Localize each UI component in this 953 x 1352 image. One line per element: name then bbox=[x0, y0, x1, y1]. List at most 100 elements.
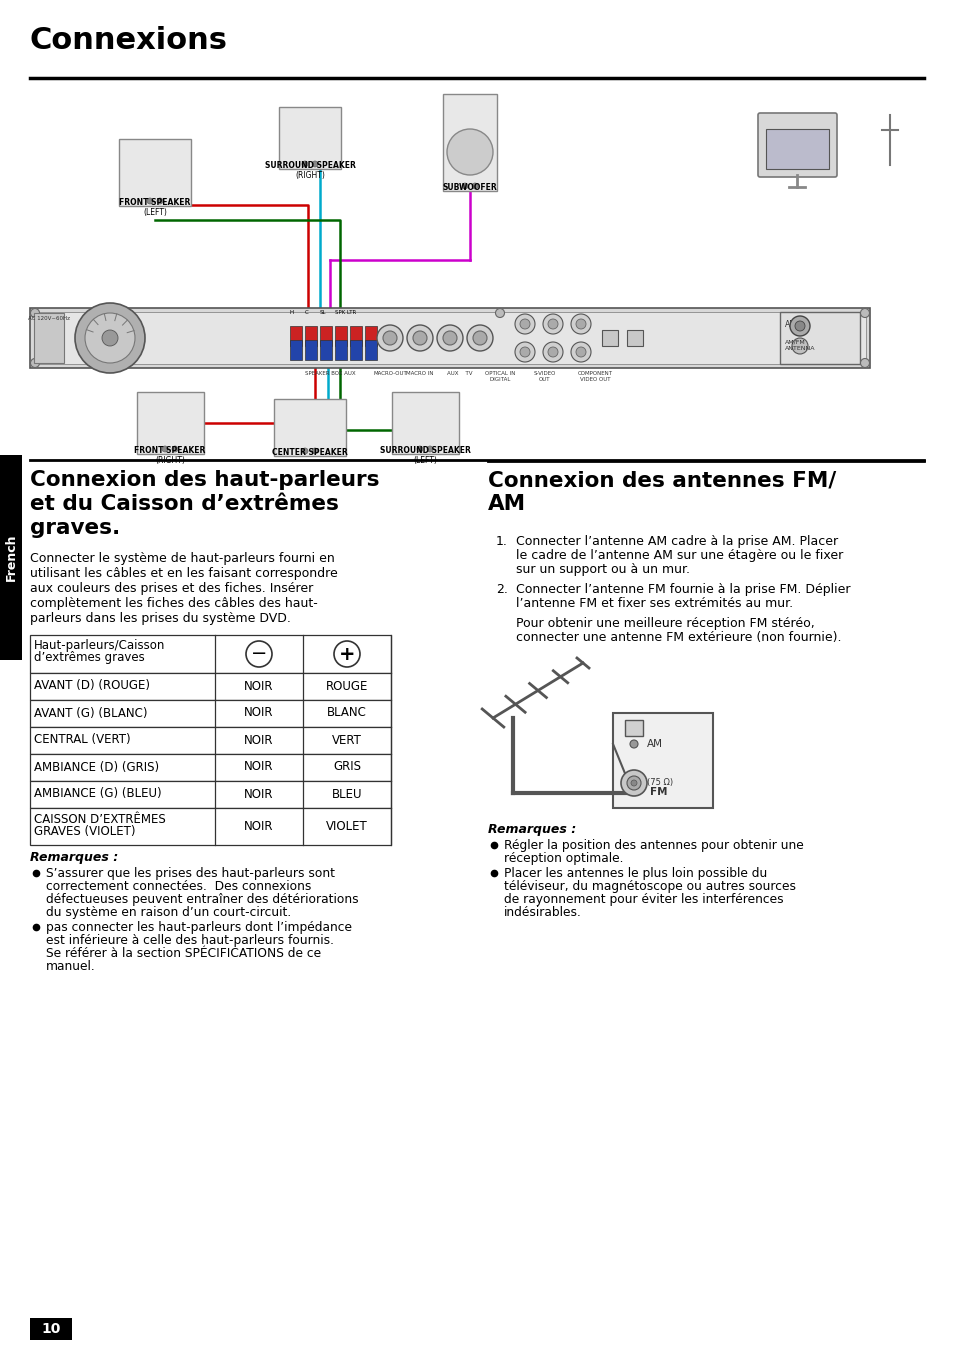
Text: S’assurer que les prises des haut-parleurs sont: S’assurer que les prises des haut-parleu… bbox=[46, 867, 335, 880]
Text: BLANC: BLANC bbox=[327, 707, 367, 719]
Text: Placer les antennes le plus loin possible du: Placer les antennes le plus loin possibl… bbox=[503, 867, 766, 880]
Bar bbox=[30, 308, 869, 368]
Text: pas connecter les haut-parleurs dont l’impédance: pas connecter les haut-parleurs dont l’i… bbox=[46, 921, 352, 934]
Circle shape bbox=[620, 771, 646, 796]
Text: +: + bbox=[338, 645, 355, 664]
Circle shape bbox=[102, 330, 118, 346]
Text: ROUGE: ROUGE bbox=[326, 680, 368, 692]
Text: (RIGHT): (RIGHT) bbox=[294, 170, 325, 180]
Text: l’antenne FM et fixer ses extrémités au mur.: l’antenne FM et fixer ses extrémités au … bbox=[516, 598, 792, 610]
Text: connecter une antenne FM extérieure (non fournie).: connecter une antenne FM extérieure (non… bbox=[516, 631, 841, 644]
Bar bbox=[780, 312, 859, 364]
Text: 1.: 1. bbox=[496, 535, 507, 548]
Circle shape bbox=[312, 448, 317, 454]
Circle shape bbox=[447, 128, 493, 174]
Bar bbox=[305, 339, 316, 360]
Bar bbox=[319, 326, 332, 346]
Text: du système en raison d’un court-circuit.: du système en raison d’un court-circuit. bbox=[46, 906, 291, 919]
FancyBboxPatch shape bbox=[278, 107, 340, 169]
Text: NOIR: NOIR bbox=[244, 819, 274, 833]
Text: Haut-parleurs/Caisson: Haut-parleurs/Caisson bbox=[34, 639, 165, 652]
Circle shape bbox=[515, 342, 535, 362]
Circle shape bbox=[789, 316, 809, 337]
Text: NOIR: NOIR bbox=[244, 760, 274, 773]
Text: 10: 10 bbox=[41, 1322, 61, 1336]
Text: GRAVES (VIOLET): GRAVES (VIOLET) bbox=[34, 825, 135, 838]
Text: S-VIDEO
OUT: S-VIDEO OUT bbox=[534, 370, 556, 381]
Circle shape bbox=[571, 342, 590, 362]
Circle shape bbox=[302, 161, 308, 168]
Circle shape bbox=[436, 324, 462, 352]
Circle shape bbox=[495, 308, 504, 318]
Bar bbox=[365, 339, 376, 360]
Bar bbox=[30, 754, 391, 781]
Bar bbox=[30, 635, 391, 673]
Bar bbox=[290, 339, 302, 360]
Circle shape bbox=[626, 776, 640, 790]
Circle shape bbox=[30, 308, 39, 318]
Text: Se référer à la section SPÉCIFICATIONS de ce: Se référer à la section SPÉCIFICATIONS d… bbox=[46, 946, 321, 960]
Bar bbox=[30, 781, 391, 808]
Circle shape bbox=[542, 342, 562, 362]
Text: défectueuses peuvent entraîner des détériorations: défectueuses peuvent entraîner des détér… bbox=[46, 894, 358, 906]
Text: H: H bbox=[290, 310, 294, 315]
Text: réception optimale.: réception optimale. bbox=[503, 852, 623, 865]
Bar bbox=[613, 713, 712, 808]
Text: AM: AM bbox=[488, 493, 525, 514]
Text: COMPONENT
VIDEO OUT: COMPONENT VIDEO OUT bbox=[577, 370, 612, 381]
Text: correctement connectées.  Des connexions: correctement connectées. Des connexions bbox=[46, 880, 311, 894]
Text: parleurs dans les prises du système DVD.: parleurs dans les prises du système DVD. bbox=[30, 612, 291, 625]
Circle shape bbox=[416, 446, 422, 452]
Text: Pour obtenir une meilleure réception FM stéréo,: Pour obtenir une meilleure réception FM … bbox=[516, 617, 814, 630]
Bar bbox=[626, 330, 642, 346]
Text: Connexion des antennes FM/: Connexion des antennes FM/ bbox=[488, 470, 836, 489]
Circle shape bbox=[162, 446, 168, 452]
Text: AVANT (G) (BLANC): AVANT (G) (BLANC) bbox=[34, 707, 148, 719]
Text: sur un support ou à un mur.: sur un support ou à un mur. bbox=[516, 562, 689, 576]
Circle shape bbox=[547, 319, 558, 329]
Circle shape bbox=[407, 324, 433, 352]
Bar bbox=[365, 326, 376, 346]
Circle shape bbox=[472, 183, 477, 189]
FancyBboxPatch shape bbox=[119, 139, 191, 206]
Bar bbox=[335, 339, 347, 360]
Text: (75 Ω): (75 Ω) bbox=[646, 777, 673, 787]
Text: SURROUND SPEAKER: SURROUND SPEAKER bbox=[264, 161, 355, 170]
Text: Remarques :: Remarques : bbox=[488, 823, 576, 836]
Text: et du Caisson d’extrêmes: et du Caisson d’extrêmes bbox=[30, 493, 338, 514]
Bar bbox=[601, 330, 618, 346]
Text: −: − bbox=[251, 645, 267, 664]
Circle shape bbox=[30, 358, 39, 368]
Text: AM/FM
ANTENNA: AM/FM ANTENNA bbox=[784, 339, 815, 350]
Circle shape bbox=[246, 641, 272, 667]
Bar bbox=[34, 314, 64, 362]
Circle shape bbox=[75, 303, 145, 373]
Text: FRONT SPEAKER: FRONT SPEAKER bbox=[119, 197, 191, 207]
Circle shape bbox=[157, 197, 163, 204]
Bar bbox=[350, 326, 361, 346]
Text: AC 120V~60Hz: AC 120V~60Hz bbox=[28, 316, 70, 320]
Text: aux couleurs des prises et des fiches. Insérer: aux couleurs des prises et des fiches. I… bbox=[30, 581, 313, 595]
Text: d’extrêmes graves: d’extrêmes graves bbox=[34, 652, 145, 664]
Circle shape bbox=[43, 324, 53, 335]
Circle shape bbox=[519, 319, 530, 329]
Text: French: French bbox=[5, 533, 17, 581]
Text: NOIR: NOIR bbox=[244, 734, 274, 746]
FancyBboxPatch shape bbox=[137, 392, 204, 454]
FancyBboxPatch shape bbox=[34, 312, 865, 364]
Circle shape bbox=[860, 308, 868, 318]
Text: graves.: graves. bbox=[30, 518, 120, 538]
Text: BLEU: BLEU bbox=[332, 787, 362, 800]
Circle shape bbox=[629, 740, 638, 748]
Text: AUX    TV: AUX TV bbox=[447, 370, 473, 376]
Text: CAISSON D’EXTRÊMES: CAISSON D’EXTRÊMES bbox=[34, 813, 166, 826]
Bar bbox=[30, 700, 391, 727]
Circle shape bbox=[147, 197, 152, 204]
Text: Remarques :: Remarques : bbox=[30, 850, 118, 864]
Circle shape bbox=[382, 331, 396, 345]
Text: AMBIANCE (G) (BLEU): AMBIANCE (G) (BLEU) bbox=[34, 787, 161, 800]
Circle shape bbox=[467, 324, 493, 352]
Text: Connexion des haut-parleurs: Connexion des haut-parleurs bbox=[30, 470, 379, 489]
Circle shape bbox=[172, 446, 178, 452]
Text: manuel.: manuel. bbox=[46, 960, 95, 973]
